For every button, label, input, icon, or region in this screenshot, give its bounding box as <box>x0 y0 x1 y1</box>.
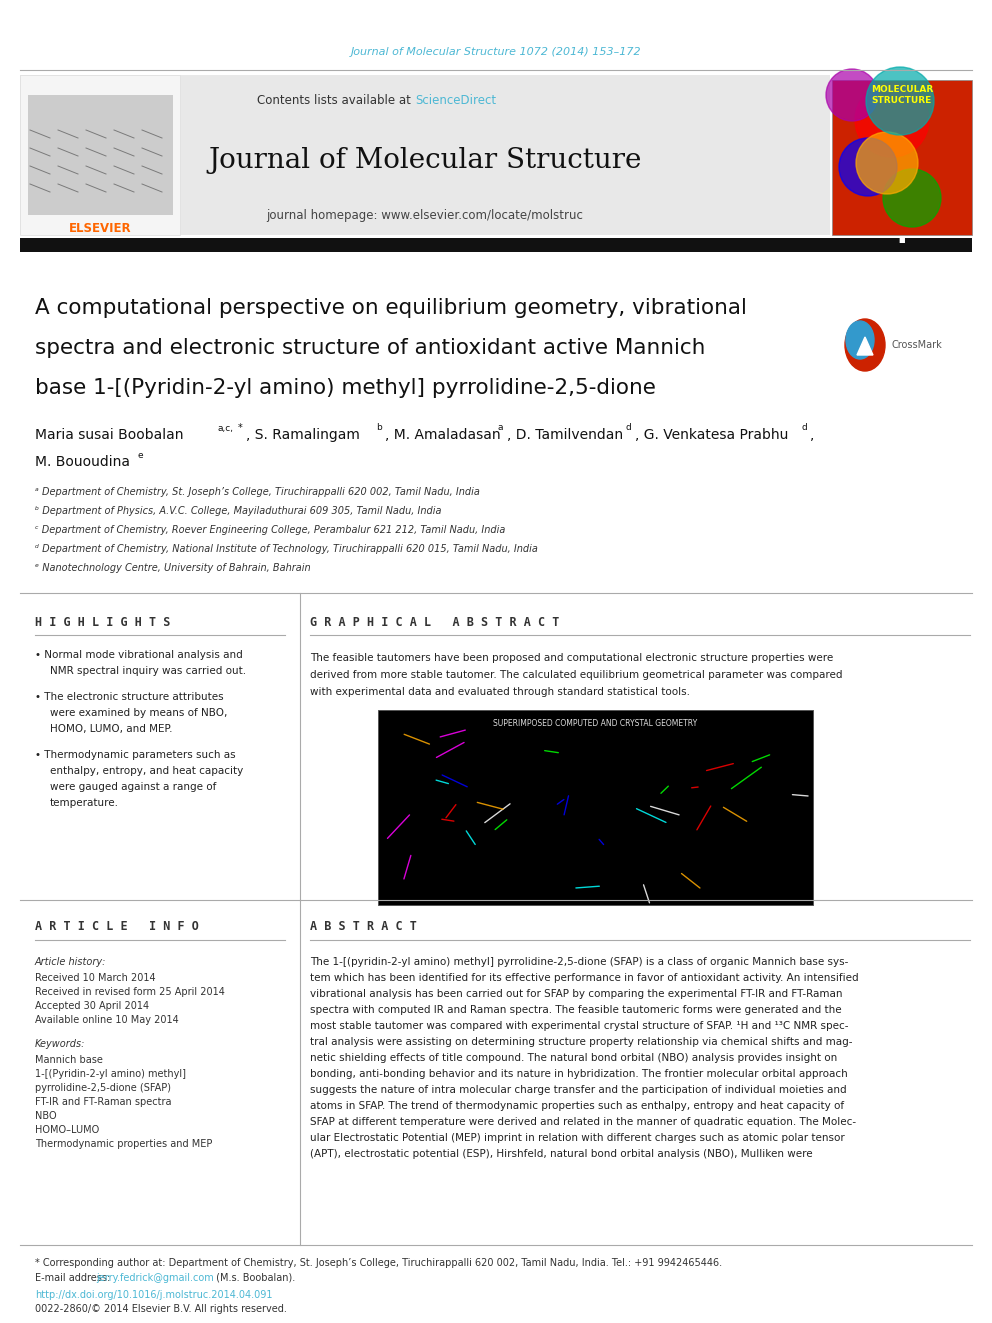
Text: • The electronic structure attributes: • The electronic structure attributes <box>35 692 223 703</box>
Text: NBO: NBO <box>35 1111 57 1121</box>
Text: Journal of Molecular Structure 1072 (2014) 153–172: Journal of Molecular Structure 1072 (201… <box>351 48 641 57</box>
Text: SUPERIMPOSED COMPUTED AND CRYSTAL GEOMETRY: SUPERIMPOSED COMPUTED AND CRYSTAL GEOMET… <box>493 720 697 729</box>
Text: FT-IR and FT-Raman spectra: FT-IR and FT-Raman spectra <box>35 1097 172 1107</box>
Bar <box>832 79 972 235</box>
Text: HOMO, LUMO, and MEP.: HOMO, LUMO, and MEP. <box>50 724 173 734</box>
Text: with experimental data and evaluated through standard statistical tools.: with experimental data and evaluated thr… <box>310 687 690 697</box>
Text: ,: , <box>810 429 814 442</box>
Circle shape <box>839 138 897 196</box>
Text: jerry.fedrick@gmail.com: jerry.fedrick@gmail.com <box>96 1273 213 1283</box>
Bar <box>20 238 972 251</box>
Text: e: e <box>137 451 143 459</box>
Text: * Corresponding author at: Department of Chemistry, St. Joseph’s College, Tiruch: * Corresponding author at: Department of… <box>35 1258 722 1267</box>
Circle shape <box>866 67 934 135</box>
Text: atoms in SFAP. The trend of thermodynamic properties such as enthalpy, entropy a: atoms in SFAP. The trend of thermodynami… <box>310 1101 844 1111</box>
Text: tral analysis were assisting on determining structure property relationship via : tral analysis were assisting on determin… <box>310 1037 852 1046</box>
Text: enthalpy, entropy, and heat capacity: enthalpy, entropy, and heat capacity <box>50 766 243 777</box>
Text: were gauged against a range of: were gauged against a range of <box>50 782 216 792</box>
Text: Available online 10 May 2014: Available online 10 May 2014 <box>35 1015 179 1025</box>
Text: ELSEVIER: ELSEVIER <box>68 221 131 234</box>
Text: E-mail address:: E-mail address: <box>35 1273 113 1283</box>
Text: HOMO–LUMO: HOMO–LUMO <box>35 1125 99 1135</box>
Text: spectra with computed IR and Raman spectra. The feasible tautomeric forms were g: spectra with computed IR and Raman spect… <box>310 1005 841 1015</box>
Text: ᵃ Department of Chemistry, St. Joseph’s College, Tiruchirappalli 620 002, Tamil : ᵃ Department of Chemistry, St. Joseph’s … <box>35 487 480 497</box>
Text: 1-[(Pyridin-2-yl amino) methyl]: 1-[(Pyridin-2-yl amino) methyl] <box>35 1069 186 1080</box>
Bar <box>378 710 813 905</box>
Text: tem which has been identified for its effective performance in favor of antioxid: tem which has been identified for its ef… <box>310 972 859 983</box>
Text: ᵇ Department of Physics, A.V.C. College, Mayiladuthurai 609 305, Tamil Nadu, Ind: ᵇ Department of Physics, A.V.C. College,… <box>35 505 441 516</box>
Text: M. Bououdina: M. Bououdina <box>35 455 134 468</box>
Circle shape <box>826 69 878 120</box>
Text: d: d <box>626 423 632 433</box>
Text: Contents lists available at: Contents lists available at <box>257 94 415 106</box>
Text: G R A P H I C A L   A B S T R A C T: G R A P H I C A L A B S T R A C T <box>310 615 559 628</box>
Text: d: d <box>802 423 807 433</box>
Text: Accepted 30 April 2014: Accepted 30 April 2014 <box>35 1002 149 1011</box>
Text: A computational perspective on equilibrium geometry, vibrational: A computational perspective on equilibri… <box>35 298 747 318</box>
Text: suggests the nature of intra molecular charge transfer and the participation of : suggests the nature of intra molecular c… <box>310 1085 846 1095</box>
Text: SFAP at different temperature were derived and related in the manner of quadrati: SFAP at different temperature were deriv… <box>310 1117 856 1127</box>
Bar <box>28 95 173 216</box>
Text: Journal of Molecular Structure: Journal of Molecular Structure <box>208 147 642 173</box>
Text: , M. Amaladasan: , M. Amaladasan <box>385 429 505 442</box>
Circle shape <box>855 83 929 157</box>
Text: CrossMark: CrossMark <box>891 340 941 351</box>
Text: temperature.: temperature. <box>50 798 119 808</box>
Text: b: b <box>376 423 382 433</box>
Text: Keywords:: Keywords: <box>35 1039 85 1049</box>
Text: Mannich base: Mannich base <box>35 1054 103 1065</box>
Text: A B S T R A C T: A B S T R A C T <box>310 919 417 933</box>
Text: NMR spectral inquiry was carried out.: NMR spectral inquiry was carried out. <box>50 665 246 676</box>
Text: 0022-2860/© 2014 Elsevier B.V. All rights reserved.: 0022-2860/© 2014 Elsevier B.V. All right… <box>35 1304 287 1314</box>
Text: ScienceDirect: ScienceDirect <box>415 94 496 106</box>
Text: (M.s. Boobalan).: (M.s. Boobalan). <box>213 1273 296 1283</box>
Text: MOLECULAR
STRUCTURE: MOLECULAR STRUCTURE <box>871 85 933 105</box>
Text: A R T I C L E   I N F O: A R T I C L E I N F O <box>35 919 198 933</box>
Text: Received 10 March 2014: Received 10 March 2014 <box>35 972 156 983</box>
Text: , G. Venkatesa Prabhu: , G. Venkatesa Prabhu <box>635 429 793 442</box>
Text: vibrational analysis has been carried out for SFAP by comparing the experimental: vibrational analysis has been carried ou… <box>310 990 842 999</box>
Text: The feasible tautomers have been proposed and computational electronic structure: The feasible tautomers have been propose… <box>310 654 833 663</box>
Text: ■: ■ <box>899 237 906 243</box>
Text: a,c,: a,c, <box>218 423 234 433</box>
Text: ular Electrostatic Potential (MEP) imprint in relation with different charges su: ular Electrostatic Potential (MEP) impri… <box>310 1132 845 1143</box>
Text: bonding, anti-bonding behavior and its nature in hybridization. The frontier mol: bonding, anti-bonding behavior and its n… <box>310 1069 848 1080</box>
Text: The 1-[(pyridin-2-yl amino) methyl] pyrrolidine-2,5-dione (SFAP) is a class of o: The 1-[(pyridin-2-yl amino) methyl] pyrr… <box>310 957 848 967</box>
Text: (APT), electrostatic potential (ESP), Hirshfeld, natural bond orbital analysis (: (APT), electrostatic potential (ESP), Hi… <box>310 1148 812 1159</box>
Text: Thermodynamic properties and MEP: Thermodynamic properties and MEP <box>35 1139 212 1148</box>
Ellipse shape <box>845 319 885 370</box>
Text: ᵈ Department of Chemistry, National Institute of Technology, Tiruchirappalli 620: ᵈ Department of Chemistry, National Inst… <box>35 544 538 554</box>
Text: most stable tautomer was compared with experimental crystal structure of SFAP. ¹: most stable tautomer was compared with e… <box>310 1021 848 1031</box>
Circle shape <box>883 169 941 228</box>
Text: Article history:: Article history: <box>35 957 106 967</box>
Text: Received in revised form 25 April 2014: Received in revised form 25 April 2014 <box>35 987 225 998</box>
Text: , S. Ramalingam: , S. Ramalingam <box>246 429 364 442</box>
Text: , D. Tamilvendan: , D. Tamilvendan <box>507 429 628 442</box>
Text: were examined by means of NBO,: were examined by means of NBO, <box>50 708 227 718</box>
Circle shape <box>856 132 918 194</box>
Text: Maria susai Boobalan: Maria susai Boobalan <box>35 429 187 442</box>
Text: • Normal mode vibrational analysis and: • Normal mode vibrational analysis and <box>35 650 243 660</box>
Text: journal homepage: www.elsevier.com/locate/molstruc: journal homepage: www.elsevier.com/locat… <box>267 209 583 221</box>
Ellipse shape <box>846 321 874 359</box>
Text: pyrrolidine-2,5-dione (SFAP): pyrrolidine-2,5-dione (SFAP) <box>35 1084 171 1093</box>
Bar <box>20 75 830 235</box>
Text: spectra and electronic structure of antioxidant active Mannich: spectra and electronic structure of anti… <box>35 337 705 359</box>
Text: netic shielding effects of title compound. The natural bond orbital (NBO) analys: netic shielding effects of title compoun… <box>310 1053 837 1062</box>
Text: derived from more stable tautomer. The calculated equilibrium geometrical parame: derived from more stable tautomer. The c… <box>310 669 842 680</box>
Text: a: a <box>498 423 504 433</box>
Text: http://dx.doi.org/10.1016/j.molstruc.2014.04.091: http://dx.doi.org/10.1016/j.molstruc.201… <box>35 1290 273 1301</box>
Text: ᵉ Nanotechnology Centre, University of Bahrain, Bahrain: ᵉ Nanotechnology Centre, University of B… <box>35 564 310 573</box>
Text: base 1-[(Pyridin-2-yl amino) methyl] pyrrolidine-2,5-dione: base 1-[(Pyridin-2-yl amino) methyl] pyr… <box>35 378 656 398</box>
Text: *: * <box>238 423 243 433</box>
Text: ᶜ Department of Chemistry, Roever Engineering College, Perambalur 621 212, Tamil: ᶜ Department of Chemistry, Roever Engine… <box>35 525 505 534</box>
Text: • Thermodynamic parameters such as: • Thermodynamic parameters such as <box>35 750 236 759</box>
Polygon shape <box>857 337 873 355</box>
Bar <box>20 75 180 235</box>
Text: H I G H L I G H T S: H I G H L I G H T S <box>35 615 171 628</box>
